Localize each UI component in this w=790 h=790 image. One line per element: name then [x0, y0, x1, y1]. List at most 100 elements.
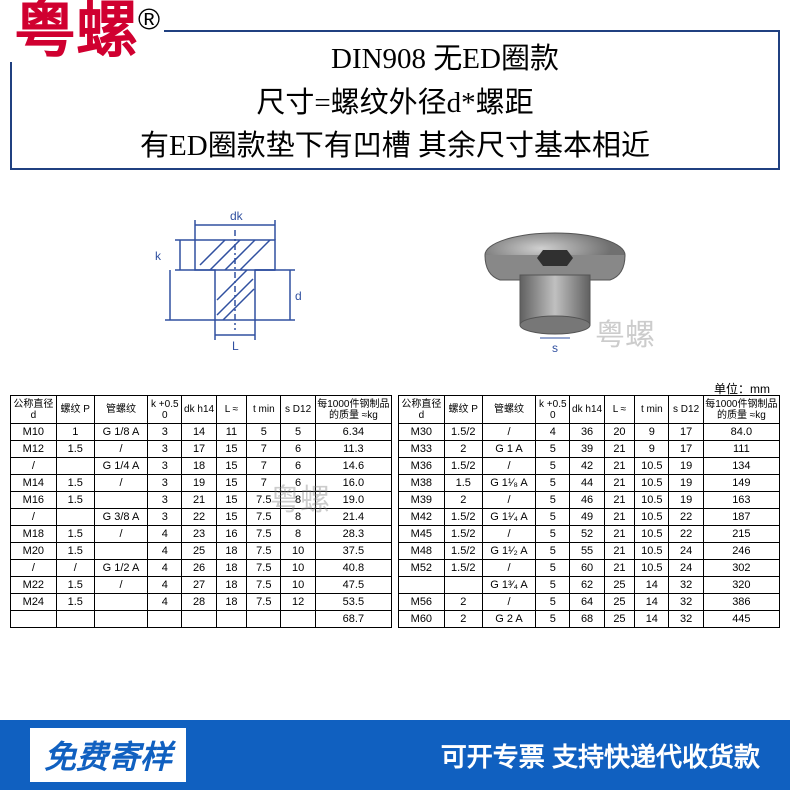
table-cell: 22 — [669, 526, 703, 543]
table-cell: 53.5 — [315, 594, 391, 611]
table-cell: 4 — [148, 560, 182, 577]
table-cell — [94, 611, 147, 628]
table-cell: M60 — [399, 611, 445, 628]
table-cell: 21 — [604, 441, 634, 458]
table-cell: 32 — [669, 594, 703, 611]
table-cell: 8 — [281, 509, 315, 526]
table-cell: 10.5 — [635, 543, 669, 560]
table-cell: 40.8 — [315, 560, 391, 577]
table-cell: 84.0 — [703, 424, 779, 441]
table-cell — [281, 611, 315, 628]
table-cell: 1.5/2 — [444, 543, 482, 560]
svg-text:k: k — [155, 249, 162, 263]
table-cell: 21 — [182, 492, 216, 509]
table-row: M521.5/2/5602110.524302 — [399, 560, 780, 577]
table-cell: 5 — [281, 424, 315, 441]
table-cell: 21 — [604, 509, 634, 526]
table-cell: 19 — [669, 475, 703, 492]
table-cell: 3 — [148, 492, 182, 509]
table-cell: 25 — [182, 543, 216, 560]
table-cell: 10.5 — [635, 458, 669, 475]
table-cell: 6 — [281, 458, 315, 475]
table-cell: G 1/4 A — [94, 458, 147, 475]
table-cell: 15 — [216, 475, 246, 492]
table-cell: M45 — [399, 526, 445, 543]
table-row: M451.5/2/5522110.522215 — [399, 526, 780, 543]
footer-services-text: 可开专票 支持快递代收货款 — [441, 737, 760, 774]
table-cell: 5 — [536, 458, 570, 475]
table-cell — [399, 577, 445, 594]
table-cell: 18 — [216, 577, 246, 594]
spec-table-left: 公称直径 d螺纹 P管螺纹k +0.5 0dk h14L ≈t mins D12… — [10, 395, 392, 628]
table-cell: 14 — [182, 424, 216, 441]
table-cell: M56 — [399, 594, 445, 611]
table-cell: M10 — [11, 424, 57, 441]
table-cell: 12 — [281, 594, 315, 611]
table-cell: M52 — [399, 560, 445, 577]
table-cell: 320 — [703, 577, 779, 594]
table-cell: 9 — [635, 424, 669, 441]
table-cell: 3 — [148, 475, 182, 492]
table-cell: 11 — [216, 424, 246, 441]
table-cell: 18 — [182, 458, 216, 475]
table-cell: 163 — [703, 492, 779, 509]
table-cell: / — [482, 560, 535, 577]
column-header: dk h14 — [570, 396, 604, 424]
svg-text:L: L — [232, 339, 239, 353]
table-cell: 10.5 — [635, 492, 669, 509]
table-row: M101G 1/8 A31411556.34 — [11, 424, 392, 441]
table-cell: 21 — [604, 492, 634, 509]
table-cell: 7 — [247, 475, 281, 492]
table-cell: 62 — [570, 577, 604, 594]
table-cell: 25 — [604, 611, 634, 628]
column-header: t min — [247, 396, 281, 424]
table-cell: 5 — [536, 509, 570, 526]
table-cell: 2 — [444, 594, 482, 611]
table-cell: 19 — [182, 475, 216, 492]
table-cell: 134 — [703, 458, 779, 475]
table-cell: 1.5/2 — [444, 526, 482, 543]
column-header: 管螺纹 — [94, 396, 147, 424]
table-cell: M12 — [11, 441, 57, 458]
table-cell: 60 — [570, 560, 604, 577]
table-cell: 7.5 — [247, 560, 281, 577]
table-cell: 32 — [669, 611, 703, 628]
table-row: M332G 1 A53921917111 — [399, 441, 780, 458]
column-header: L ≈ — [216, 396, 246, 424]
diagram-row: dk d k L s — [0, 200, 790, 370]
table-cell: 19 — [669, 458, 703, 475]
table-cell: 7.5 — [247, 543, 281, 560]
table-cell: 5 — [536, 594, 570, 611]
table-cell: 24 — [669, 560, 703, 577]
table-row: M301.5/2/4362091784.0 — [399, 424, 780, 441]
title-line-3: 有ED圈款垫下有凹槽 其余尺寸基本相近 — [0, 125, 790, 169]
table-cell: G 1/2 A — [94, 560, 147, 577]
tables-container: 公称直径 d螺纹 P管螺纹k +0.5 0dk h14L ≈t mins D12… — [10, 395, 780, 628]
table-cell — [56, 509, 94, 526]
table-cell: 9 — [635, 441, 669, 458]
table-cell: 1.5 — [56, 475, 94, 492]
table-cell: 2 — [444, 611, 482, 628]
table-cell: 28.3 — [315, 526, 391, 543]
table-cell: 7 — [247, 458, 281, 475]
table-row: M562/564251432386 — [399, 594, 780, 611]
table-cell: 10.5 — [635, 560, 669, 577]
table-cell: 3 — [148, 458, 182, 475]
table-cell: M48 — [399, 543, 445, 560]
table-cell: 3 — [148, 424, 182, 441]
table-cell: 46 — [570, 492, 604, 509]
table-cell: 18 — [216, 594, 246, 611]
table-cell: 21 — [604, 458, 634, 475]
table-cell: / — [482, 424, 535, 441]
table-cell: 5 — [536, 560, 570, 577]
table-cell — [148, 611, 182, 628]
table-cell: 1.5 — [56, 526, 94, 543]
table-cell: 42 — [570, 458, 604, 475]
table-cell: 5 — [536, 492, 570, 509]
table-cell — [11, 611, 57, 628]
table-cell: 1.5 — [56, 577, 94, 594]
table-cell: 246 — [703, 543, 779, 560]
diagram-3d: s 粤螺 — [455, 210, 655, 360]
table-cell: / — [482, 526, 535, 543]
table-cell: M36 — [399, 458, 445, 475]
